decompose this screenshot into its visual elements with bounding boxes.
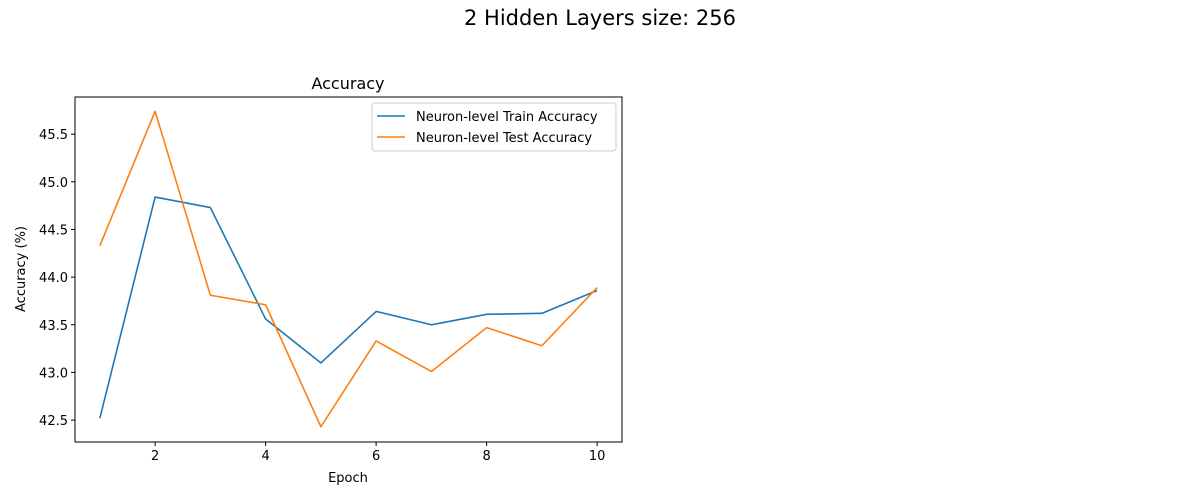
legend-label: Neuron-level Test Accuracy [416,131,592,146]
y-tick-label: 44.0 [39,271,68,286]
legend-label: Neuron-level Train Accuracy [416,110,598,125]
y-tick-label: 42.5 [39,414,68,429]
legend-frame [371,102,617,152]
y-tick-label: 43.5 [39,319,68,334]
y-tick-label: 45.0 [39,176,68,191]
x-tick-label: 4 [261,449,269,464]
x-tick-label: 6 [372,449,380,464]
y-axis-label: Accuracy (%) [14,226,29,312]
y-tick-label: 43.0 [39,366,68,381]
x-tick-label: 2 [151,449,159,464]
y-tick-label: 44.5 [39,223,68,238]
y-tick-label: 45.5 [39,128,68,143]
chart-title: Accuracy [311,74,384,93]
series-line-test [99,110,598,428]
legend: Neuron-level Train Accuracy Neuron-level … [371,102,617,152]
plot-area-frame [74,96,623,443]
x-tick-label: 8 [482,449,490,464]
x-axis-label: Epoch [328,471,368,486]
x-tick-label: 10 [589,449,606,464]
figure-suptitle: 2 Hidden Layers size: 256 [464,6,736,30]
